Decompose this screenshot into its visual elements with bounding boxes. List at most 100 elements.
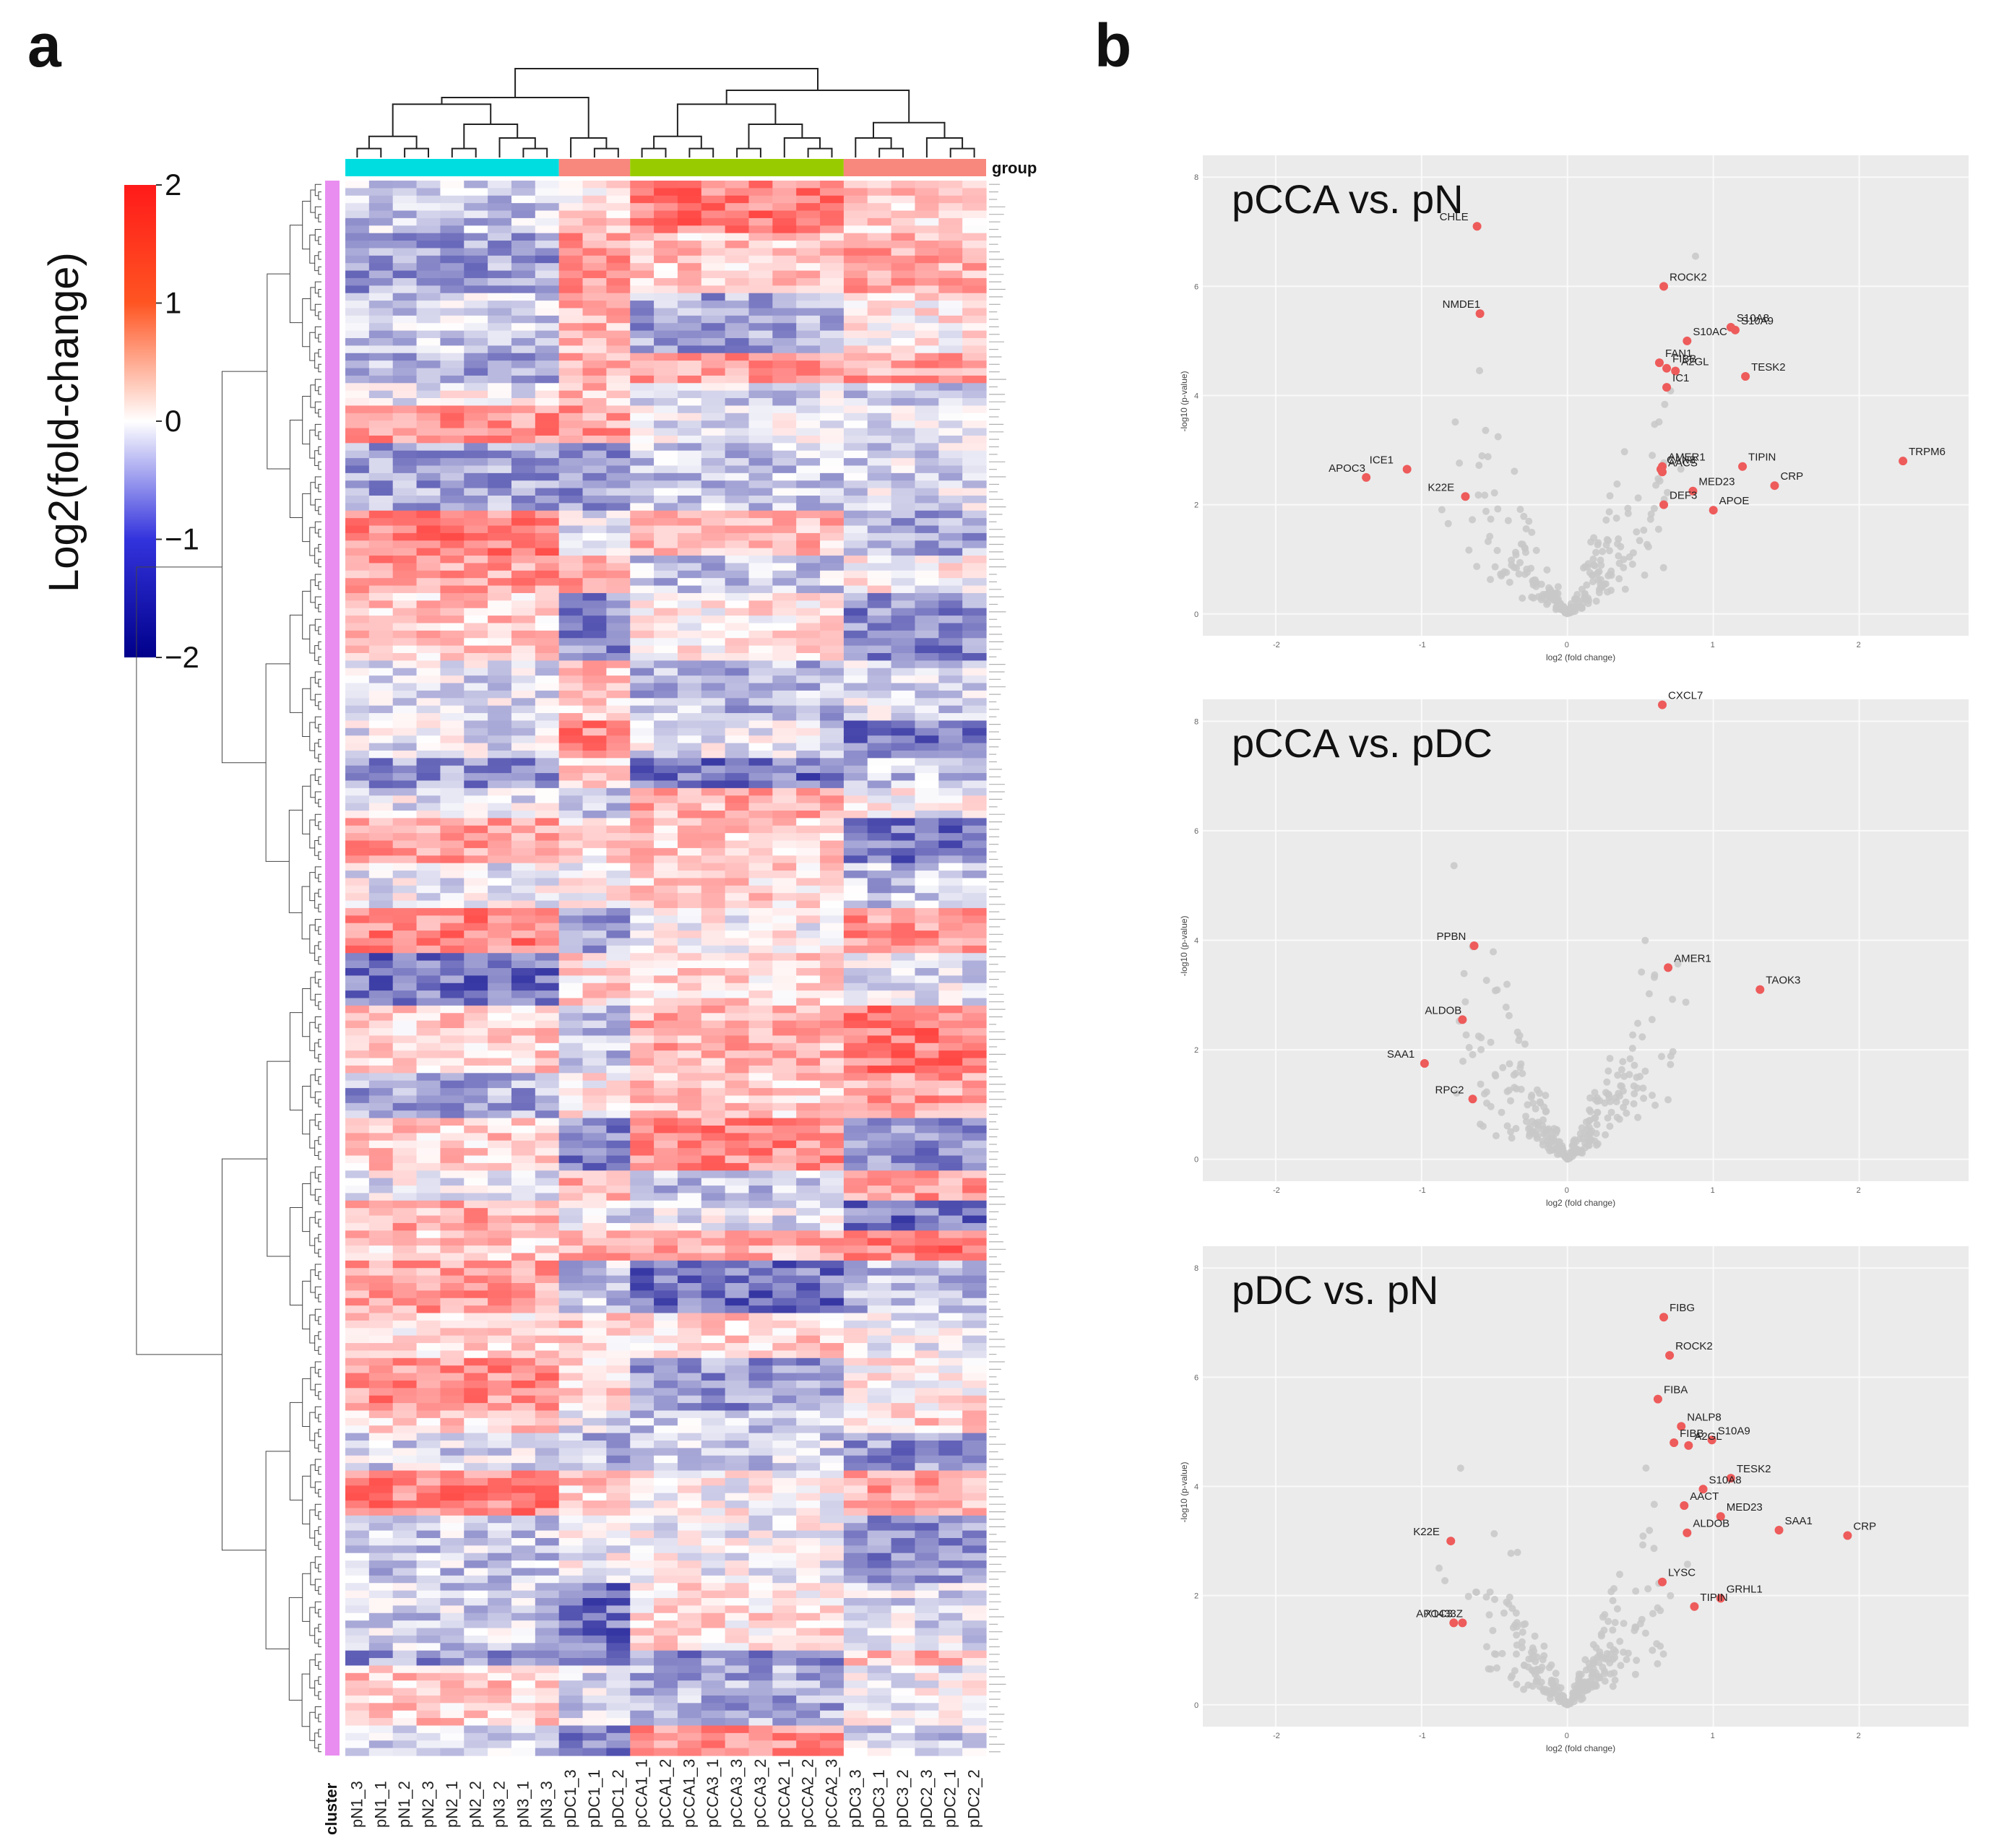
heatmap-cell	[725, 383, 750, 392]
heatmap-cell	[725, 1133, 750, 1141]
heatmap-cell	[843, 398, 868, 407]
heatmap-cell	[416, 871, 441, 879]
heatmap-cell	[606, 195, 631, 204]
heatmap-cell	[654, 1485, 678, 1494]
heatmap-cell	[606, 1313, 631, 1321]
heatmap-cell	[820, 217, 845, 226]
heatmap-cell	[701, 1417, 726, 1426]
heatmap-cell	[725, 683, 750, 691]
heatmap-cell	[558, 811, 584, 819]
heatmap-cell	[843, 1485, 868, 1494]
heatmap-cell	[962, 773, 987, 782]
heatmap-cell	[416, 705, 441, 714]
heatmap-cell	[796, 390, 821, 399]
heatmap-cell	[891, 510, 916, 519]
heatmap-cell	[748, 1545, 773, 1554]
heatmap-cell	[630, 255, 655, 264]
heatmap-cell	[748, 855, 773, 864]
heatmap-cell	[464, 443, 488, 452]
heatmap-cell	[891, 720, 916, 729]
heatmap-cell	[962, 690, 987, 699]
heatmap-cell	[440, 1313, 465, 1321]
heatmap-cell	[440, 1335, 465, 1344]
heatmap-cell	[772, 668, 797, 676]
heatmap-cell	[820, 1508, 845, 1516]
heatmap-cell	[558, 496, 584, 504]
heatmap-cell	[630, 503, 655, 511]
heatmap-cell	[582, 488, 607, 496]
heatmap-cell	[392, 1343, 418, 1352]
heatmap-cell	[701, 1305, 726, 1314]
heatmap-cell	[582, 885, 607, 894]
heatmap-cell	[440, 1380, 465, 1389]
heatmap-cell	[606, 938, 631, 946]
heatmap-cell	[416, 968, 441, 976]
heatmap-cell	[867, 1005, 892, 1014]
heatmap-cell	[915, 1448, 939, 1456]
heatmap-cell	[820, 1238, 845, 1246]
heatmap-cell	[867, 548, 892, 556]
heatmap-cell	[843, 443, 868, 452]
heatmap-cell	[582, 181, 607, 189]
heatmap-cell	[962, 518, 987, 527]
heatmap-cell	[582, 472, 607, 481]
heatmap-cell	[867, 556, 892, 564]
heatmap-cell	[630, 1537, 655, 1546]
heatmap-cell	[345, 960, 370, 969]
heatmap-cell	[820, 833, 845, 842]
heatmap-cell	[915, 811, 939, 819]
heatmap-cell	[725, 608, 750, 616]
heatmap-cell	[488, 1035, 512, 1044]
heatmap-cell	[867, 301, 892, 309]
heatmap-cell	[938, 1102, 963, 1111]
heatmap-cell	[820, 1118, 845, 1126]
heatmap-cell	[748, 255, 773, 264]
heatmap-cell	[796, 1253, 821, 1261]
heatmap-cell	[796, 480, 821, 489]
heatmap-cell	[962, 787, 987, 796]
heatmap-cell	[843, 1042, 868, 1051]
heatmap-cell	[915, 1508, 939, 1516]
heatmap-cell	[345, 818, 370, 826]
heatmap-cell	[368, 998, 394, 1006]
heatmap-cell	[843, 893, 868, 902]
heatmap-cell	[843, 825, 868, 834]
heatmap-cell	[582, 368, 607, 376]
heatmap-cell	[843, 638, 868, 647]
heatmap-cell	[962, 353, 987, 361]
heatmap-cell	[511, 623, 536, 631]
heatmap-cell	[345, 1493, 370, 1501]
heatmap-cell	[511, 496, 536, 504]
heatmap-cell	[677, 900, 702, 909]
heatmap-cell	[416, 1441, 441, 1448]
heatmap-cell	[606, 1320, 631, 1329]
heatmap-cell	[630, 750, 655, 759]
heatmap-cell	[748, 1298, 773, 1306]
heatmap-cell	[511, 241, 536, 249]
heatmap-cell	[416, 435, 441, 444]
heatmap-cell	[748, 720, 773, 729]
heatmap-cell	[630, 458, 655, 467]
heatmap-cell	[748, 705, 773, 714]
heatmap-cell	[488, 1245, 512, 1254]
heatmap-cell	[630, 998, 655, 1006]
heatmap-cell	[962, 923, 987, 931]
heatmap-cell	[488, 1395, 512, 1404]
heatmap-cell	[938, 698, 963, 707]
heatmap-cell	[796, 458, 821, 467]
colorbar	[124, 185, 156, 657]
heatmap-cell	[464, 720, 488, 729]
heatmap-cell	[843, 548, 868, 556]
heatmap-cell	[345, 1042, 370, 1051]
heatmap-cell	[867, 1035, 892, 1044]
heatmap-cell	[416, 518, 441, 527]
heatmap-cell	[392, 1162, 418, 1171]
heatmap-cell	[416, 225, 441, 234]
heatmap-cell	[488, 1523, 512, 1532]
heatmap-cell	[915, 660, 939, 669]
heatmap-cell	[440, 1485, 465, 1494]
heatmap-cell	[488, 968, 512, 976]
heatmap-cell	[558, 390, 584, 399]
heatmap-cell	[535, 420, 560, 429]
heatmap-cell	[535, 1155, 560, 1164]
